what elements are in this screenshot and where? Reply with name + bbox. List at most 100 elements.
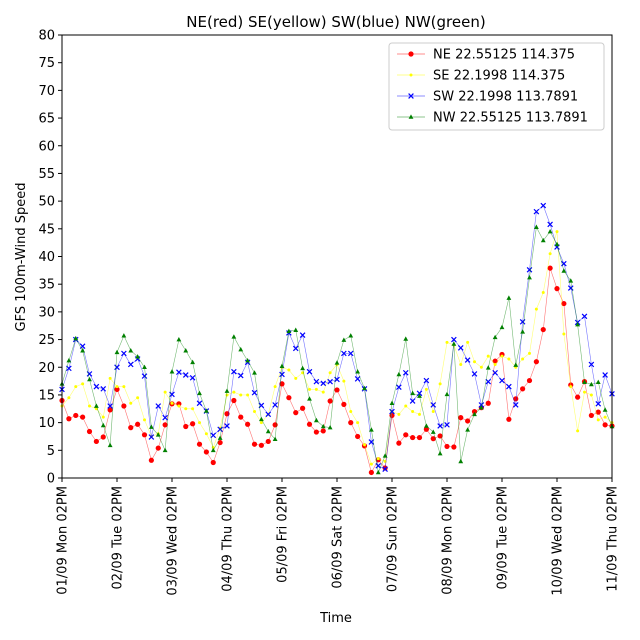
data-point	[526, 266, 533, 273]
data-point	[569, 385, 573, 389]
data-point	[313, 378, 320, 385]
data-point	[479, 365, 483, 369]
x-tick-label: 03/09 Wed 02PM	[166, 486, 181, 596]
x-tick-label: 01/09 Mon 02PM	[56, 486, 71, 595]
data-point	[581, 313, 588, 320]
data-point	[451, 336, 457, 343]
data-point	[368, 427, 374, 432]
data-point	[135, 421, 141, 427]
data-point	[155, 403, 162, 409]
data-point	[534, 307, 538, 311]
y-axis: 0 5 10 15 20 25 30 35 40 45 50 55 60 65 70 75 80	[38, 29, 62, 487]
data-point	[129, 401, 133, 405]
data-point	[417, 393, 422, 398]
data-point	[127, 361, 134, 368]
data-point	[437, 451, 443, 456]
data-point	[128, 348, 134, 353]
data-point	[190, 359, 196, 365]
data-point	[397, 412, 401, 416]
data-point	[576, 429, 580, 433]
data-point	[363, 443, 366, 447]
data-point	[355, 369, 361, 374]
data-point	[356, 421, 360, 425]
data-point	[107, 407, 113, 413]
data-point	[265, 428, 271, 434]
data-point	[299, 332, 306, 338]
data-point	[410, 390, 416, 396]
data-point	[286, 395, 292, 401]
data-point	[471, 371, 478, 377]
data-point	[478, 402, 485, 408]
data-point	[375, 462, 382, 469]
data-point	[588, 361, 595, 368]
data-point	[313, 417, 319, 423]
legend-entry: NW 22.55125 113.7891	[397, 111, 588, 126]
data-point	[547, 228, 553, 234]
chart-title: NE(red) SE(yellow) SW(blue) NW(green)	[186, 13, 485, 31]
data-point	[595, 400, 602, 407]
data-point	[492, 358, 498, 364]
data-point	[328, 371, 332, 375]
data-point	[169, 369, 175, 374]
data-point	[375, 469, 381, 475]
y-tick-label: 5	[47, 444, 55, 459]
data-point	[533, 359, 539, 365]
data-point	[253, 410, 256, 414]
data-point	[321, 390, 325, 394]
data-point	[437, 433, 443, 439]
data-point	[162, 422, 168, 428]
data-point	[575, 322, 581, 327]
series-2	[60, 230, 614, 466]
data-point	[251, 441, 258, 447]
data-point	[430, 402, 437, 408]
data-point	[306, 368, 313, 375]
data-point	[376, 457, 380, 461]
data-point	[88, 404, 91, 408]
x-tick-label: 10/09 Wed 02PM	[551, 486, 566, 596]
data-point	[602, 422, 608, 428]
data-point	[86, 428, 93, 435]
data-point	[87, 376, 92, 382]
data-point	[341, 350, 347, 357]
data-point	[279, 371, 285, 378]
legend-swatch-marker	[409, 73, 413, 77]
data-point	[458, 415, 464, 421]
data-point	[306, 421, 313, 427]
data-point	[265, 438, 271, 445]
data-point	[245, 358, 251, 363]
data-point	[457, 345, 464, 351]
data-point	[595, 409, 601, 415]
data-point	[492, 334, 498, 340]
data-point	[403, 432, 409, 438]
data-point	[451, 341, 457, 346]
data-point	[162, 414, 168, 421]
data-point	[602, 407, 608, 412]
data-point	[423, 377, 430, 384]
y-tick-label: 10	[38, 416, 55, 431]
x-tick-label: 02/09 Tue 02PM	[111, 486, 126, 590]
data-point	[101, 415, 105, 419]
y-tick-label: 45	[38, 222, 55, 237]
data-point	[485, 378, 492, 385]
data-point	[355, 433, 361, 440]
data-point	[293, 410, 299, 416]
data-point	[437, 423, 443, 429]
data-point	[382, 466, 388, 472]
series-4	[59, 224, 615, 475]
data-point	[100, 386, 107, 392]
data-point	[528, 351, 531, 355]
data-point	[259, 421, 263, 425]
data-point	[210, 459, 216, 466]
data-point	[108, 376, 112, 380]
data-point	[176, 401, 182, 407]
data-point	[445, 340, 449, 344]
y-tick-label: 65	[38, 112, 55, 127]
data-point	[67, 396, 71, 400]
data-point	[93, 403, 99, 408]
data-point	[541, 290, 545, 294]
data-point	[493, 362, 497, 366]
y-axis-label: GFS 100m-Wind Speed	[14, 183, 29, 332]
data-point	[416, 390, 423, 397]
data-point	[251, 389, 258, 396]
